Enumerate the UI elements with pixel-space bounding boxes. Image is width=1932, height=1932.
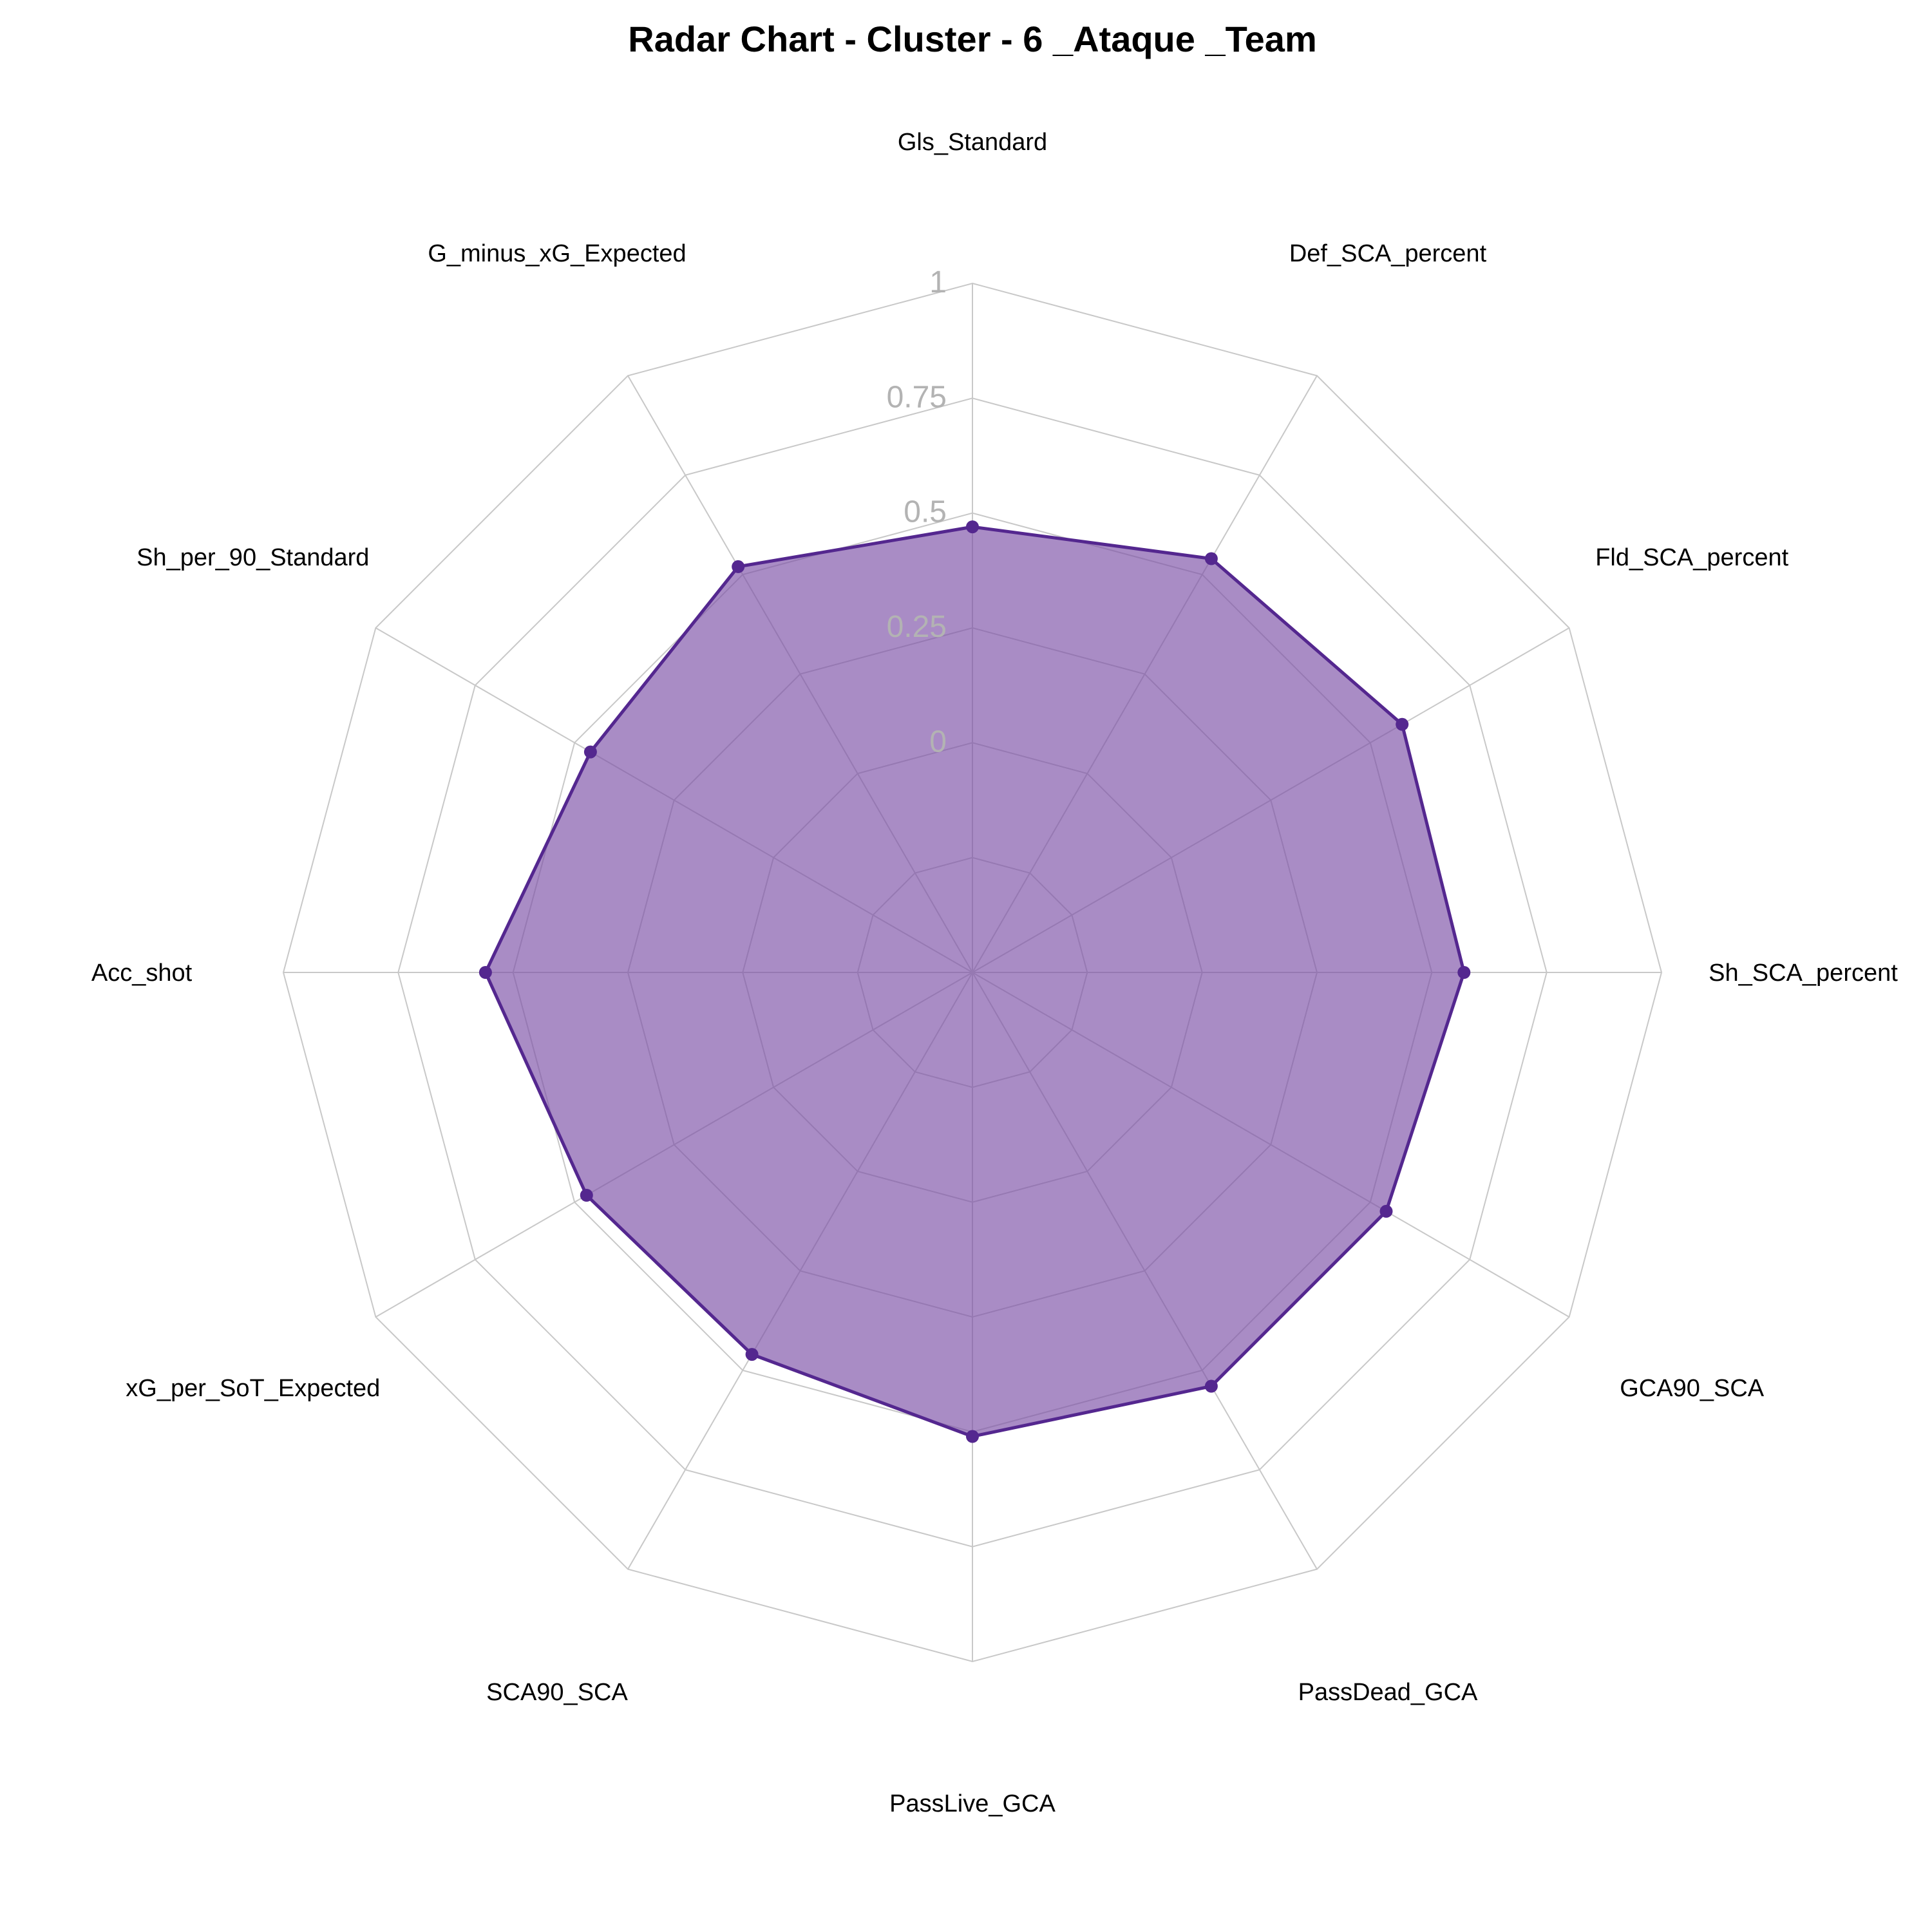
axis-label-Sh_per_90_Standard: Sh_per_90_Standard — [137, 544, 369, 571]
data-point-PassLive_GCA — [966, 1430, 979, 1443]
data-point-GCA90_SCA — [1379, 1204, 1393, 1218]
data-point-Gls_Standard — [966, 520, 979, 534]
axis-label-Fld_SCA_percent: Fld_SCA_percent — [1595, 544, 1788, 571]
data-point-SCA90_SCA — [745, 1348, 759, 1361]
data-point-Acc_shot — [478, 966, 492, 979]
axis-label-Def_SCA_percent: Def_SCA_percent — [1289, 240, 1487, 267]
axis-label-G_minus_xG_Expected: G_minus_xG_Expected — [428, 240, 686, 267]
radar-axis-labels: Gls_Standard Def_SCA_percent Fld_SCA_perce… — [91, 129, 1898, 1817]
tick-label-0.5: 0.5 — [904, 495, 947, 529]
tick-label-0.75: 0.75 — [887, 380, 947, 414]
axis-label-Gls_Standard: Gls_Standard — [898, 129, 1047, 156]
axis-label-GCA90_SCA: GCA90_SCA — [1620, 1375, 1765, 1402]
data-point-Sh_per_90_Standard — [583, 745, 597, 759]
radar-tick-labels: 0 0.25 0.5 0.75 1 — [887, 265, 947, 759]
tick-label-1: 1 — [929, 265, 947, 299]
chart-title: Radar Chart - Cluster - 6 _Ataque _Team — [628, 19, 1316, 59]
data-point-xG_per_SoT_Expected — [580, 1189, 593, 1202]
axis-label-SCA90_SCA: SCA90_SCA — [486, 1679, 628, 1706]
axis-label-PassLive_GCA: PassLive_GCA — [889, 1790, 1056, 1817]
data-point-G_minus_xG_Expected — [732, 560, 745, 573]
tick-label-0: 0 — [929, 724, 947, 759]
data-point-PassDead_GCA — [1204, 1379, 1218, 1393]
data-point-Fld_SCA_percent — [1396, 717, 1409, 731]
axis-label-PassDead_GCA: PassDead_GCA — [1298, 1679, 1478, 1706]
axis-label-xG_per_SoT_Expected: xG_per_SoT_Expected — [126, 1375, 380, 1402]
axis-label-Acc_shot: Acc_shot — [91, 960, 193, 987]
data-point-Sh_SCA_percent — [1457, 966, 1471, 979]
tick-label-0.25: 0.25 — [887, 610, 947, 644]
data-point-Def_SCA_percent — [1204, 552, 1218, 565]
axis-label-Sh_SCA_percent: Sh_SCA_percent — [1709, 960, 1898, 987]
radar-series — [478, 520, 1471, 1443]
